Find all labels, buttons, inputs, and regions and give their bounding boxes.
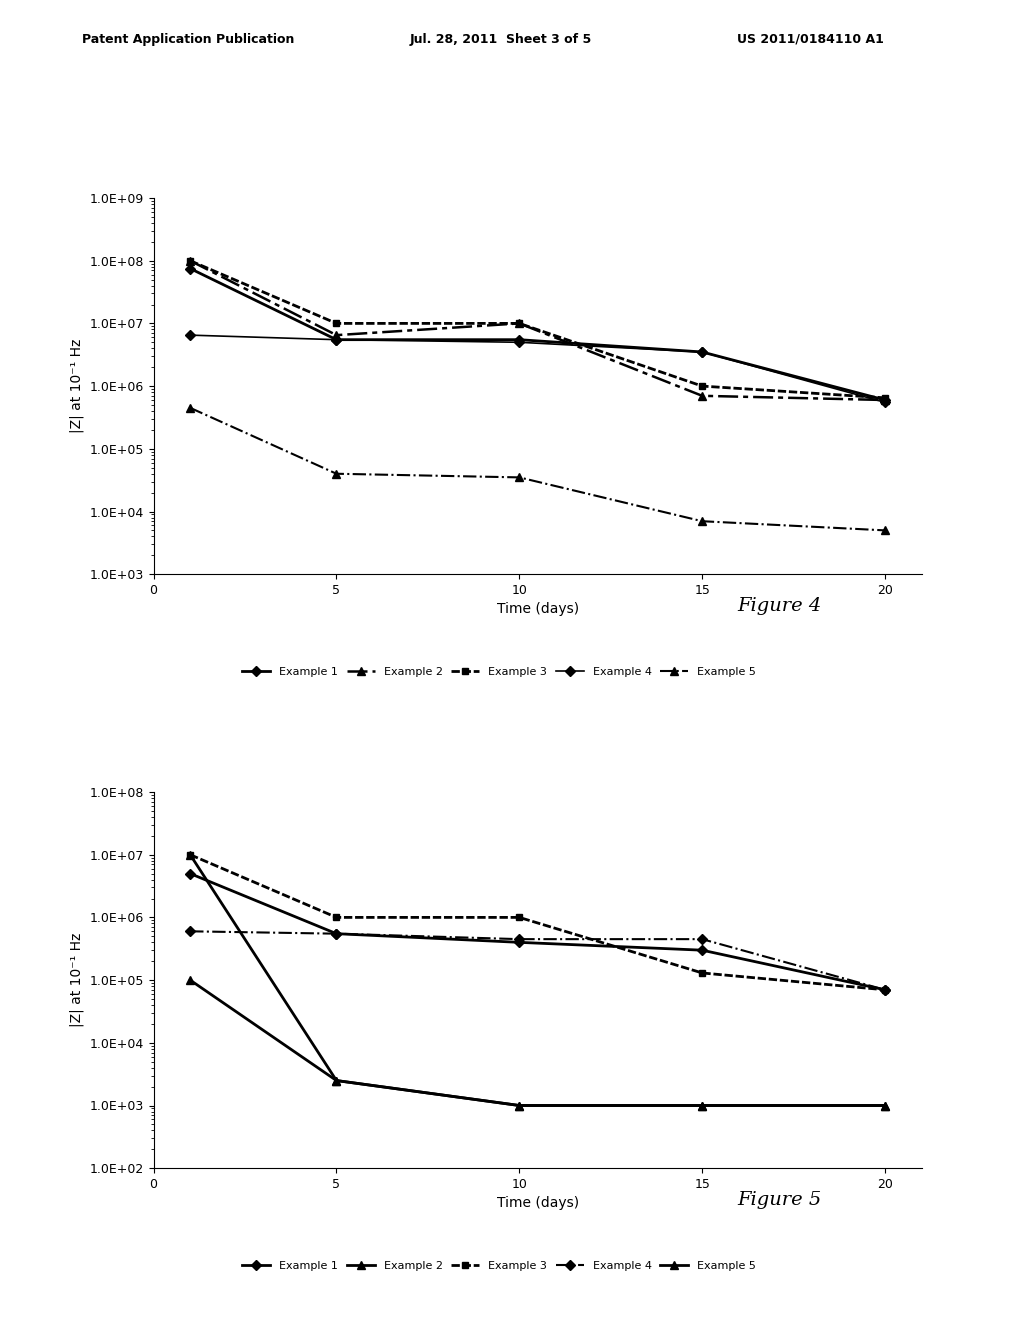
Legend: Example 1, Example 2, Example 3, Example 4, Example 5: Example 1, Example 2, Example 3, Example… (238, 1257, 761, 1275)
Example 1 (696, 942, 709, 958)
Line: Example 1: Example 1 (186, 870, 889, 993)
Example 2 (879, 392, 891, 408)
Example 5 (696, 1098, 709, 1114)
Example 1 (513, 935, 525, 950)
Example 5 (696, 513, 709, 529)
Example 3 (696, 379, 709, 395)
Line: Example 2: Example 2 (186, 850, 889, 1110)
Example 3 (879, 389, 891, 405)
Line: Example 2: Example 2 (186, 256, 889, 404)
Example 1 (879, 392, 891, 408)
Example 2 (696, 388, 709, 404)
Example 3 (513, 909, 525, 925)
Example 1 (696, 345, 709, 360)
Example 4 (331, 331, 343, 347)
Example 5 (513, 470, 525, 486)
Example 1 (331, 331, 343, 347)
X-axis label: Time (days): Time (days) (497, 602, 579, 616)
Text: Figure 4: Figure 4 (737, 597, 821, 615)
Legend: Example 1, Example 2, Example 3, Example 4, Example 5: Example 1, Example 2, Example 3, Example… (238, 663, 761, 681)
Example 2 (184, 253, 197, 269)
Text: US 2011/0184110 A1: US 2011/0184110 A1 (737, 33, 884, 46)
Example 1 (879, 982, 891, 998)
Example 5 (184, 972, 197, 987)
Example 1 (184, 260, 197, 276)
Example 5 (184, 400, 197, 416)
Example 1 (331, 925, 343, 941)
Line: Example 5: Example 5 (186, 404, 889, 535)
Text: Patent Application Publication: Patent Application Publication (82, 33, 294, 46)
Example 3 (184, 847, 197, 863)
Example 4 (879, 395, 891, 411)
Example 3 (331, 315, 343, 331)
Line: Example 3: Example 3 (186, 851, 889, 993)
Line: Example 3: Example 3 (186, 257, 889, 401)
Example 3 (696, 965, 709, 981)
Example 2 (513, 1098, 525, 1114)
Example 1 (184, 866, 197, 882)
Example 5 (879, 523, 891, 539)
Line: Example 4: Example 4 (186, 331, 889, 405)
Example 2 (331, 327, 343, 343)
Example 4 (696, 931, 709, 946)
Example 1 (513, 331, 525, 347)
Example 3 (331, 909, 343, 925)
Example 2 (331, 1073, 343, 1089)
Example 5 (331, 1073, 343, 1089)
Text: Figure 5: Figure 5 (737, 1191, 821, 1209)
Line: Example 4: Example 4 (186, 928, 889, 993)
Example 4 (184, 327, 197, 343)
Example 4 (513, 931, 525, 946)
X-axis label: Time (days): Time (days) (497, 1196, 579, 1210)
Example 4 (696, 345, 709, 360)
Line: Example 1: Example 1 (186, 265, 889, 404)
Example 5 (513, 1098, 525, 1114)
Example 4 (331, 925, 343, 941)
Example 2 (879, 1098, 891, 1114)
Y-axis label: |Z| at 10⁻¹ Hz: |Z| at 10⁻¹ Hz (70, 339, 84, 433)
Example 5 (331, 466, 343, 482)
Example 3 (184, 253, 197, 269)
Example 3 (879, 982, 891, 998)
Example 2 (696, 1098, 709, 1114)
Example 3 (513, 315, 525, 331)
Example 4 (513, 334, 525, 350)
Example 4 (879, 982, 891, 998)
Example 4 (184, 924, 197, 940)
Text: Jul. 28, 2011  Sheet 3 of 5: Jul. 28, 2011 Sheet 3 of 5 (410, 33, 592, 46)
Example 5 (879, 1098, 891, 1114)
Example 2 (184, 847, 197, 863)
Line: Example 5: Example 5 (186, 975, 889, 1110)
Y-axis label: |Z| at 10⁻¹ Hz: |Z| at 10⁻¹ Hz (70, 933, 84, 1027)
Example 2 (513, 315, 525, 331)
